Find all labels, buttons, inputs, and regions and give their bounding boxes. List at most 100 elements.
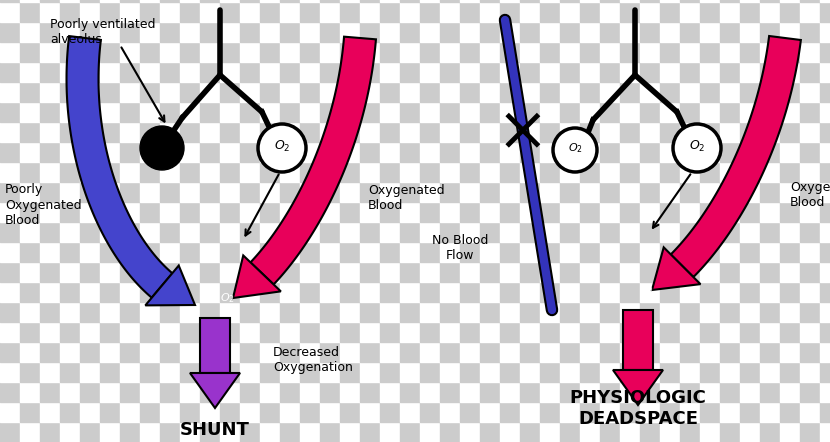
Bar bbox=[160, 182, 180, 202]
Bar bbox=[600, 42, 620, 62]
Bar bbox=[600, 262, 620, 282]
Bar bbox=[700, 362, 720, 382]
Bar bbox=[560, 282, 580, 302]
Bar bbox=[80, 342, 100, 362]
Bar bbox=[680, 182, 700, 202]
Bar bbox=[580, 0, 600, 2]
Bar bbox=[80, 362, 100, 382]
Bar bbox=[260, 62, 280, 82]
Bar bbox=[40, 22, 60, 42]
Bar bbox=[100, 402, 120, 422]
Bar bbox=[620, 302, 640, 322]
Bar bbox=[680, 362, 700, 382]
Bar bbox=[800, 0, 820, 2]
Bar bbox=[80, 82, 100, 102]
Bar bbox=[160, 42, 180, 62]
Bar bbox=[320, 102, 340, 122]
Bar bbox=[820, 102, 830, 122]
Bar bbox=[240, 182, 260, 202]
Bar bbox=[120, 282, 140, 302]
Bar bbox=[60, 22, 80, 42]
Bar bbox=[680, 302, 700, 322]
Bar bbox=[280, 422, 300, 442]
Bar bbox=[720, 22, 740, 42]
Bar bbox=[460, 222, 480, 242]
Bar bbox=[680, 42, 700, 62]
Bar bbox=[20, 102, 40, 122]
Bar bbox=[180, 342, 200, 362]
Bar bbox=[640, 42, 660, 62]
Bar bbox=[820, 2, 830, 22]
Bar bbox=[580, 62, 600, 82]
Bar bbox=[700, 62, 720, 82]
Bar bbox=[400, 362, 420, 382]
Bar bbox=[540, 62, 560, 82]
Bar bbox=[100, 122, 120, 142]
Bar bbox=[780, 362, 800, 382]
Bar bbox=[460, 42, 480, 62]
Bar bbox=[620, 0, 640, 2]
Bar bbox=[260, 122, 280, 142]
Bar bbox=[400, 82, 420, 102]
Bar bbox=[520, 142, 540, 162]
Bar bbox=[20, 382, 40, 402]
Bar bbox=[200, 222, 220, 242]
Bar bbox=[660, 262, 680, 282]
Bar bbox=[320, 422, 340, 442]
Bar bbox=[640, 2, 660, 22]
Bar bbox=[20, 422, 40, 442]
Bar bbox=[80, 0, 100, 2]
Bar bbox=[520, 262, 540, 282]
Bar bbox=[240, 22, 260, 42]
Bar bbox=[240, 362, 260, 382]
Bar bbox=[820, 402, 830, 422]
Bar bbox=[360, 2, 380, 22]
Bar bbox=[80, 422, 100, 442]
Text: $O_2$: $O_2$ bbox=[568, 141, 583, 155]
Bar bbox=[540, 0, 560, 2]
Bar bbox=[360, 62, 380, 82]
Bar bbox=[500, 42, 520, 62]
Bar bbox=[720, 122, 740, 142]
Bar bbox=[820, 42, 830, 62]
Bar bbox=[160, 162, 180, 182]
Bar bbox=[160, 0, 180, 2]
Bar bbox=[180, 2, 200, 22]
Bar bbox=[280, 22, 300, 42]
Bar bbox=[560, 302, 580, 322]
Bar bbox=[440, 202, 460, 222]
Bar bbox=[380, 142, 400, 162]
Bar bbox=[820, 142, 830, 162]
Bar bbox=[520, 242, 540, 262]
Bar bbox=[460, 22, 480, 42]
Bar bbox=[20, 82, 40, 102]
Bar bbox=[360, 182, 380, 202]
Bar bbox=[320, 342, 340, 362]
Bar bbox=[560, 222, 580, 242]
Bar bbox=[160, 202, 180, 222]
Bar bbox=[540, 82, 560, 102]
Bar bbox=[680, 242, 700, 262]
Bar bbox=[820, 302, 830, 322]
Bar bbox=[160, 22, 180, 42]
Bar bbox=[500, 202, 520, 222]
Bar bbox=[80, 42, 100, 62]
Bar bbox=[580, 242, 600, 262]
Bar bbox=[360, 322, 380, 342]
Bar bbox=[160, 242, 180, 262]
Bar bbox=[160, 282, 180, 302]
Bar bbox=[300, 82, 320, 102]
Bar bbox=[580, 42, 600, 62]
Bar bbox=[140, 122, 160, 142]
Bar bbox=[300, 262, 320, 282]
Bar bbox=[200, 142, 220, 162]
Bar bbox=[520, 42, 540, 62]
Bar bbox=[180, 162, 200, 182]
Bar bbox=[220, 182, 240, 202]
Bar bbox=[120, 382, 140, 402]
Bar bbox=[780, 182, 800, 202]
Bar bbox=[560, 242, 580, 262]
Bar bbox=[660, 62, 680, 82]
Bar bbox=[300, 402, 320, 422]
Bar bbox=[680, 122, 700, 142]
